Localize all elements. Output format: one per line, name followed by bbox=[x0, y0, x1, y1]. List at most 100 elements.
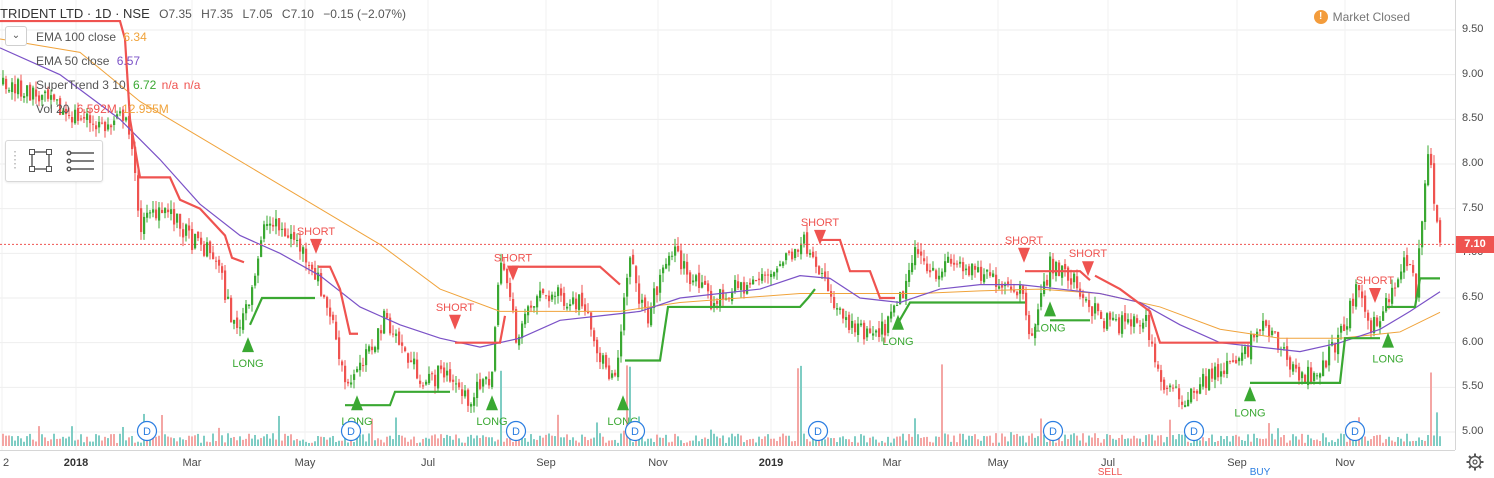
volume-bar bbox=[548, 433, 550, 446]
dividend-marker[interactable] bbox=[505, 420, 527, 442]
candle-body bbox=[857, 323, 860, 335]
candle-body bbox=[1361, 291, 1364, 299]
candle-body bbox=[1406, 255, 1409, 267]
candle-body bbox=[356, 368, 359, 372]
volume-bar bbox=[782, 433, 784, 446]
collapse-legend-button[interactable]: ⌄ bbox=[5, 26, 27, 46]
candle-body bbox=[119, 111, 122, 114]
volume-bar bbox=[560, 437, 562, 446]
candle-body bbox=[671, 255, 674, 257]
gear-icon bbox=[1466, 453, 1484, 471]
indicator-ema50[interactable]: EMA 50 close 6.57 bbox=[36, 54, 140, 68]
indicator-ema100[interactable]: EMA 100 close 6.34 bbox=[36, 30, 147, 44]
indicator-value2: 12.955M bbox=[122, 102, 169, 116]
volume-bar bbox=[323, 437, 325, 446]
candle-body bbox=[422, 385, 425, 387]
candle-body bbox=[1367, 312, 1370, 321]
chart-area[interactable]: LONG LONG LONG LONG LONG LONG LONG LONG SHORT SHO… bbox=[0, 0, 1455, 450]
candle-body bbox=[959, 261, 962, 264]
dividend-label[interactable]: D bbox=[1049, 426, 1057, 438]
order-label-buy[interactable]: BUY bbox=[1249, 467, 1271, 478]
volume-bar bbox=[623, 430, 625, 446]
dividend-marker[interactable] bbox=[807, 420, 829, 442]
volume-bar bbox=[326, 439, 328, 446]
volume-bar bbox=[881, 440, 883, 446]
volume-bar bbox=[1415, 440, 1417, 446]
symbol-ohlc-line: TRIDENT LTD · 1D · NSE O7.35 H7.35 L7.05… bbox=[0, 6, 406, 21]
dividend-label[interactable]: D bbox=[347, 426, 355, 438]
candle-body bbox=[146, 212, 149, 218]
candle-body bbox=[611, 373, 614, 378]
volume-bar bbox=[1145, 435, 1147, 446]
long-signal-icon bbox=[1244, 386, 1256, 402]
rectangle-select-icon[interactable] bbox=[29, 149, 52, 172]
dividend-marker[interactable] bbox=[136, 420, 158, 442]
candle-body bbox=[368, 346, 371, 352]
object-list-icon[interactable] bbox=[66, 150, 94, 172]
candle-body bbox=[200, 237, 203, 245]
volume-bar bbox=[101, 440, 103, 446]
dividend-marker[interactable] bbox=[1183, 420, 1205, 442]
dividend-label[interactable]: D bbox=[1351, 426, 1359, 438]
candle-body bbox=[668, 255, 671, 266]
candle-body bbox=[188, 225, 191, 231]
candle-body bbox=[77, 107, 80, 121]
candle-body bbox=[443, 367, 446, 378]
volume-bar bbox=[1337, 438, 1339, 446]
candle-body bbox=[890, 311, 893, 319]
candle-body bbox=[1208, 369, 1211, 391]
indicator-name: EMA 50 close bbox=[36, 54, 110, 68]
dividend-label[interactable]: D bbox=[143, 426, 151, 438]
candle-body bbox=[1124, 313, 1127, 322]
candle-body bbox=[938, 275, 941, 280]
volume-bar bbox=[920, 437, 922, 446]
volume-bar bbox=[119, 433, 121, 446]
dividend-marker[interactable] bbox=[340, 420, 362, 442]
dividend-label[interactable]: D bbox=[814, 426, 822, 438]
market-status[interactable]: ! Market Closed bbox=[1313, 10, 1410, 24]
candle-body bbox=[782, 262, 785, 266]
volume-bar bbox=[1343, 434, 1345, 446]
volume-bar bbox=[56, 438, 58, 446]
candle-body bbox=[887, 316, 890, 333]
dividend-marker[interactable] bbox=[624, 420, 646, 442]
candle-body bbox=[629, 257, 632, 277]
candle-body bbox=[299, 238, 302, 252]
price-scale[interactable]: 9.509.008.508.007.507.006.506.005.505.00 bbox=[1455, 0, 1494, 450]
volume-bar bbox=[1412, 440, 1414, 446]
volume-bar bbox=[128, 437, 130, 446]
dividend-marker[interactable] bbox=[1042, 420, 1064, 442]
volume-bar bbox=[899, 436, 901, 446]
dividend-label[interactable]: D bbox=[1190, 426, 1198, 438]
symbol-name[interactable]: TRIDENT LTD · 1D · NSE bbox=[0, 6, 150, 21]
supertrend-line bbox=[1025, 270, 1091, 281]
candle-body bbox=[32, 87, 35, 100]
candle-body bbox=[1277, 331, 1280, 350]
volume-bar bbox=[659, 437, 661, 446]
candle-body bbox=[941, 271, 944, 278]
volume-bar bbox=[710, 429, 712, 446]
price-tick-label: 9.00 bbox=[1462, 67, 1484, 80]
volume-bar bbox=[59, 438, 61, 446]
candle-body bbox=[905, 280, 908, 300]
candle-body bbox=[185, 224, 188, 236]
candle-body bbox=[137, 175, 140, 211]
volume-bar bbox=[158, 435, 160, 446]
candle-body bbox=[1433, 163, 1436, 204]
volume-bar bbox=[1397, 437, 1399, 446]
settings-button[interactable] bbox=[1465, 452, 1485, 472]
candle-body bbox=[515, 309, 518, 343]
volume-bar bbox=[1118, 438, 1120, 446]
indicator-volume[interactable]: Vol 20 6.592M 12.955M bbox=[36, 102, 169, 116]
dividend-label[interactable]: D bbox=[631, 426, 639, 438]
order-label-sell[interactable]: SELL bbox=[1097, 467, 1123, 478]
dividend-label[interactable]: D bbox=[512, 426, 520, 438]
volume-bar bbox=[629, 366, 631, 446]
indicator-supertrend[interactable]: SuperTrend 3 10 6.72 n/a n/a bbox=[36, 78, 200, 92]
candle-body bbox=[731, 292, 734, 302]
volume-bar bbox=[467, 436, 469, 446]
volume-bar bbox=[1160, 435, 1162, 446]
dividend-marker[interactable] bbox=[1344, 420, 1366, 442]
time-scale[interactable]: 2 2018 Mar May Jul Sep Nov 2019 Mar May Jul Sep Nov S… bbox=[0, 450, 1455, 478]
